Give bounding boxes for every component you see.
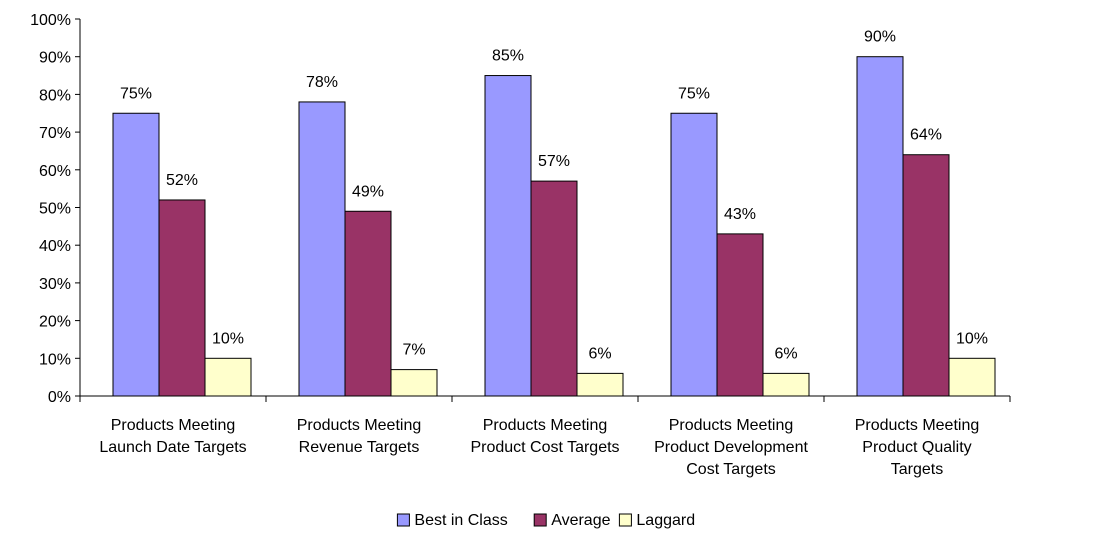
data-label: 90%: [864, 29, 896, 46]
data-label: 6%: [588, 345, 611, 362]
legend-swatch: [533, 513, 547, 527]
y-tick-label: 90%: [39, 50, 71, 67]
legend-swatch: [396, 513, 410, 527]
legend-item-average: Average: [533, 512, 611, 529]
data-label: 6%: [774, 345, 797, 362]
y-tick-label: 20%: [39, 314, 71, 331]
data-label: 64%: [910, 127, 942, 144]
data-label: 75%: [120, 85, 152, 102]
y-tick-label: 80%: [39, 87, 71, 104]
y-tick-label: 100%: [30, 12, 71, 29]
legend: Best in Class Average Laggard: [396, 512, 695, 529]
data-label: 85%: [492, 48, 524, 65]
y-tick-label: 10%: [39, 351, 71, 368]
bar-average: [530, 180, 578, 397]
bar-average: [158, 199, 206, 397]
data-labels: 75% 52% 10% 78% 49% 7% 85% 57% 6% 75% 43% 6% 90% 64% 1…: [120, 29, 988, 363]
y-tick-label: 50%: [39, 201, 71, 218]
data-label: 49%: [352, 183, 384, 200]
data-label: 52%: [166, 172, 198, 189]
bar-laggard: [762, 372, 810, 397]
bar-average: [902, 154, 950, 397]
bar-best-in-class: [112, 112, 160, 397]
legend-swatch: [618, 513, 632, 527]
x-category-label: Products Meeting Revenue Targets: [297, 417, 422, 456]
bar-laggard: [576, 372, 624, 397]
bar-best-in-class: [670, 112, 718, 397]
bars: [112, 56, 996, 397]
data-label: 78%: [306, 74, 338, 91]
data-label: 7%: [402, 342, 425, 359]
legend-label: Best in Class: [414, 512, 507, 529]
y-tick-label: 30%: [39, 276, 71, 293]
y-tick-label: 40%: [39, 238, 71, 255]
axes: 0% 10% 20% 30% 40% 50% 60% 70% 80% 90% 100% Product…: [30, 12, 1011, 478]
data-label: 10%: [212, 330, 244, 347]
legend-item-laggard: Laggard: [618, 512, 695, 529]
bar-laggard: [204, 357, 252, 397]
y-tick-label: 60%: [39, 163, 71, 180]
bar-laggard: [948, 357, 996, 397]
bar-best-in-class: [856, 56, 904, 397]
legend-label: Laggard: [636, 512, 695, 529]
x-category-label: Products Meeting Product Quality Targets: [855, 417, 980, 478]
legend-item-best-in-class: Best in Class: [396, 512, 508, 529]
bar-average: [716, 233, 764, 397]
bar-laggard: [390, 369, 438, 397]
bar-average: [344, 210, 392, 397]
x-category-label: Products Meeting Launch Date Targets: [99, 417, 246, 456]
data-label: 75%: [678, 85, 710, 102]
bar-best-in-class: [484, 75, 532, 397]
bar-best-in-class: [298, 101, 346, 397]
data-label: 43%: [724, 206, 756, 223]
legend-label: Average: [551, 512, 610, 529]
y-tick-label: 0%: [48, 389, 71, 406]
x-category-label: Products Meeting Product Cost Targets: [470, 417, 619, 456]
data-label: 57%: [538, 153, 570, 170]
data-label: 10%: [956, 330, 988, 347]
y-tick-label: 70%: [39, 125, 71, 142]
x-category-label: Products Meeting Product Development Cost …: [654, 417, 808, 478]
